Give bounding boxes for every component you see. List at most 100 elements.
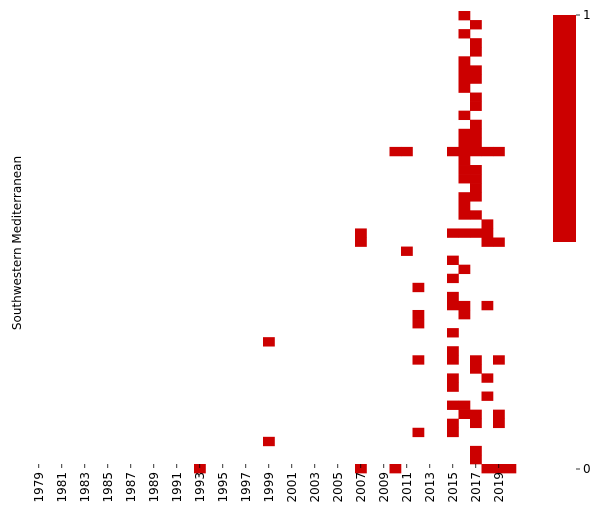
heatmap-cell	[447, 427, 459, 438]
heatmap-cell	[447, 328, 459, 338]
heatmap-cell	[458, 192, 471, 202]
heatmap-cell	[481, 391, 494, 401]
heatmap-cell	[447, 255, 459, 265]
heatmap-cell	[470, 65, 482, 75]
x-tick-label: 1999	[262, 472, 276, 503]
heatmap-cell	[458, 128, 471, 139]
heatmap-cell	[447, 291, 459, 302]
heatmap-cell	[481, 300, 494, 311]
heatmap-cell	[458, 65, 471, 75]
heatmap-cell	[458, 83, 471, 93]
heatmap-cell	[458, 228, 471, 238]
heatmap-cell	[470, 74, 482, 84]
heatmap-cell	[458, 56, 471, 66]
x-tick-label: 2001	[285, 472, 299, 503]
heatmap-cell	[458, 201, 471, 211]
y-axis-label: Southwestern Mediterranean	[10, 156, 24, 330]
heatmap-cell	[458, 264, 471, 275]
heatmap-cell	[470, 418, 482, 429]
heatmap-cell	[389, 146, 402, 157]
x-tick-label: 1997	[239, 472, 253, 503]
x-tick-label: 2013	[423, 472, 437, 503]
heatmap-cell	[458, 165, 471, 175]
heatmap-cell	[504, 464, 517, 474]
heatmap-cell	[412, 309, 425, 320]
x-tick-label: 2003	[308, 472, 322, 503]
x-tick-label: 2011	[400, 472, 414, 503]
heatmap-cell	[470, 47, 482, 57]
heatmap-cell	[470, 192, 482, 202]
x-tick-label: 2017	[469, 472, 483, 503]
heatmap-cell	[458, 110, 471, 121]
heatmap-cell	[412, 427, 425, 438]
heatmap-cell	[470, 101, 482, 111]
heatmap-cell	[470, 165, 482, 175]
x-tick-label: 2007	[354, 472, 368, 503]
heatmap-cell	[458, 11, 471, 21]
heatmap-cell	[481, 228, 494, 238]
x-tick-label: 2009	[377, 472, 391, 503]
heatmap-cell	[458, 155, 471, 166]
heatmap-cell	[493, 409, 505, 419]
heatmap-cell	[470, 146, 482, 157]
heatmap-cell	[447, 346, 459, 356]
heatmap-cell	[401, 146, 413, 157]
heatmap-cell	[470, 128, 482, 139]
heatmap-cell	[458, 137, 471, 148]
x-tick-label: 1983	[78, 472, 92, 503]
heatmap-cell	[458, 409, 471, 419]
heatmap-cell	[447, 355, 459, 365]
heatmap-cell	[401, 246, 413, 256]
x-tick-label: 1993	[193, 472, 207, 503]
heatmap-cell	[458, 146, 471, 157]
heatmap-cell	[263, 436, 275, 447]
heatmap-cell	[447, 400, 459, 410]
heatmap-cell	[481, 146, 494, 157]
colorbar-fill	[553, 15, 576, 242]
heatmap-cell	[447, 300, 459, 311]
heatmap-cell	[447, 273, 459, 284]
heatmap-cell	[470, 445, 482, 456]
heatmap-cell	[447, 373, 459, 383]
heatmap-cell	[447, 382, 459, 392]
heatmap-cell	[470, 355, 482, 365]
heatmap-cell	[493, 464, 505, 474]
heatmap-cell	[481, 373, 494, 383]
x-tick-label: 1995	[216, 472, 230, 503]
heatmap-cell	[263, 337, 275, 347]
heatmap-cell	[470, 183, 482, 193]
heatmap-cell	[458, 29, 471, 39]
heatmap-cell	[412, 355, 425, 365]
heatmap-cell	[412, 282, 425, 293]
heatmap-cell	[493, 418, 505, 429]
heatmap-cell	[458, 210, 471, 220]
heatmap-cell	[470, 137, 482, 148]
heatmap-cell	[470, 174, 482, 184]
x-tick-label: 1991	[170, 472, 184, 503]
x-tick-label: 1979	[32, 472, 46, 503]
heatmap-cell	[447, 418, 459, 429]
heatmap-cell	[458, 300, 471, 311]
heatmap-cell	[355, 237, 367, 247]
heatmap-cell	[194, 464, 206, 474]
heatmap-cell	[470, 38, 482, 48]
x-tick-label: 1981	[55, 472, 69, 503]
heatmap-cell	[481, 237, 494, 247]
heatmap-cell	[458, 309, 471, 320]
heatmap-cell	[470, 119, 482, 130]
heatmap-cell	[493, 355, 505, 365]
x-tick-label: 2015	[446, 472, 460, 503]
heatmap-cell	[412, 319, 425, 329]
heatmap-cell	[470, 454, 482, 465]
heatmap-cell	[481, 464, 494, 474]
heatmap-cell	[470, 364, 482, 374]
heatmap-cell	[458, 74, 471, 84]
heatmap-cell	[389, 464, 402, 474]
x-tick-label: 2005	[331, 472, 345, 503]
heatmap-cell	[470, 409, 482, 419]
heatmap-cell	[470, 92, 482, 102]
x-tick-label: 1989	[147, 472, 161, 503]
colorbar-tick-label-bottom: 0	[583, 462, 591, 476]
heatmap-cell	[458, 174, 471, 184]
